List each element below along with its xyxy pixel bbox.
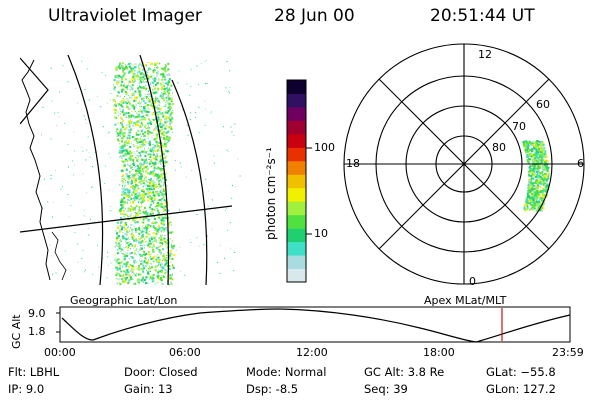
gain-status: Gain: 13 bbox=[124, 382, 173, 396]
altitude-curve bbox=[61, 308, 571, 343]
mlt-label-18: 18 bbox=[346, 157, 360, 170]
altitude-ytick-9: 9.0 bbox=[28, 307, 46, 320]
geographic-map-panel bbox=[20, 55, 241, 285]
colorbar-segment bbox=[287, 214, 306, 229]
coastline-outline bbox=[21, 59, 51, 281]
colorbar-segment bbox=[287, 201, 306, 216]
sequence-status: Seq: 39 bbox=[364, 382, 408, 396]
altitude-ytick-1-8: 1.8 bbox=[28, 325, 46, 338]
colorbar-segment bbox=[287, 160, 306, 175]
glat-status: GLat: −55.8 bbox=[486, 365, 556, 379]
apex-panel-label: Apex MLat/MLT bbox=[424, 294, 507, 307]
meridian-line-4 bbox=[20, 57, 49, 125]
colorbar-unit-label: photon cm⁻²s⁻¹ bbox=[264, 147, 278, 240]
colorbar-segment bbox=[287, 106, 306, 121]
colorbar-segment bbox=[287, 93, 306, 108]
mlt-label-6: 6 bbox=[577, 157, 584, 170]
observation-date: 28 Jun 00 bbox=[274, 6, 355, 26]
gc-altitude-status: GC Alt: 3.8 Re bbox=[364, 365, 445, 379]
time-tick-2359: 23:59 bbox=[552, 346, 584, 359]
mlt-label-12: 12 bbox=[478, 48, 492, 61]
time-tick-0000: 00:00 bbox=[44, 346, 76, 359]
instrument-title: Ultraviolet Imager bbox=[48, 6, 202, 26]
colorbar-segment bbox=[287, 133, 306, 148]
colorbar-segment bbox=[287, 255, 306, 270]
time-tick-0600: 06:00 bbox=[169, 346, 201, 359]
time-tick-1800: 18:00 bbox=[423, 346, 455, 359]
colorbar bbox=[286, 79, 307, 283]
glon-status: GLon: 127.2 bbox=[486, 382, 556, 396]
colorbar-tick-label-10: 10 bbox=[314, 227, 328, 240]
dsp-status: Dsp: -8.5 bbox=[246, 382, 299, 396]
observation-time: 20:51:44 UT bbox=[430, 6, 535, 26]
colorbar-segment bbox=[287, 80, 306, 94]
colorbar-segment bbox=[287, 120, 306, 135]
door-status: Door: Closed bbox=[124, 365, 198, 379]
polar-aurora-emission bbox=[522, 140, 550, 212]
colorbar-segment bbox=[287, 174, 306, 189]
coastline-outline-2 bbox=[51, 231, 67, 281]
mlt-label-0: 0 bbox=[469, 275, 476, 288]
meridian-line-1 bbox=[67, 55, 104, 285]
time-tick-1200: 12:00 bbox=[296, 346, 328, 359]
lat-label-80: 80 bbox=[492, 141, 506, 154]
altitude-plot bbox=[56, 306, 571, 343]
polar-grid bbox=[343, 43, 585, 285]
ip-status: IP: 9.0 bbox=[8, 382, 45, 396]
colorbar-segment bbox=[287, 147, 306, 162]
latitude-line bbox=[20, 205, 233, 233]
geographic-panel-label: Geographic Lat/Lon bbox=[70, 294, 178, 307]
colorbar-frame bbox=[286, 79, 307, 283]
altitude-axis-label: GC Alt bbox=[10, 314, 23, 349]
filter-status: Flt: LBHL bbox=[8, 365, 60, 379]
geographic-aurora-emission bbox=[40, 60, 241, 285]
lat-label-70: 70 bbox=[512, 120, 526, 133]
colorbar-tick-label-100: 100 bbox=[314, 141, 335, 154]
meridian-line-3 bbox=[171, 79, 208, 285]
colorbar-segment bbox=[287, 187, 306, 202]
colorbar-segment bbox=[287, 228, 306, 243]
mode-status: Mode: Normal bbox=[246, 365, 327, 379]
colorbar-segment bbox=[287, 241, 306, 256]
lat-label-60: 60 bbox=[536, 98, 550, 111]
meridian-line-2 bbox=[139, 55, 170, 285]
colorbar-segment bbox=[287, 268, 306, 283]
